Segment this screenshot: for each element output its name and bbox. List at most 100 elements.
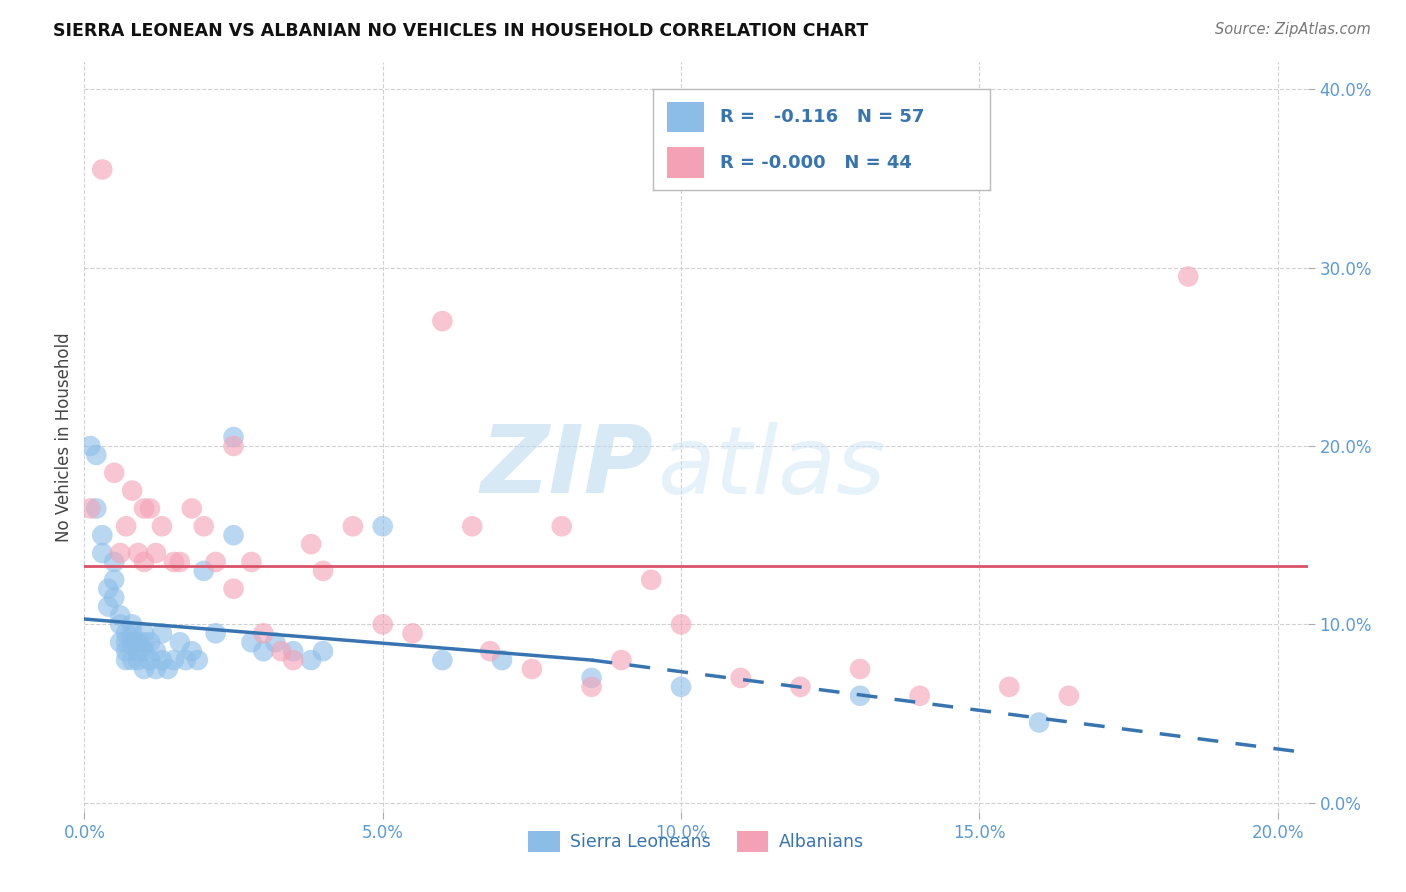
Point [91, 546, 114, 560]
Point [180, 644, 202, 658]
Point [121, 617, 143, 632]
Point [187, 653, 209, 667]
Point [150, 626, 173, 640]
Point [127, 653, 149, 667]
Point [312, 564, 335, 578]
Point [342, 519, 364, 533]
Point [174, 653, 197, 667]
Point [283, 644, 305, 658]
Point [91, 162, 114, 177]
Point [132, 501, 155, 516]
Point [145, 546, 167, 560]
Point [204, 626, 226, 640]
Point [252, 626, 274, 640]
Point [115, 635, 138, 649]
Point [222, 582, 245, 596]
Point [121, 626, 143, 640]
Point [139, 653, 162, 667]
Point [551, 519, 574, 533]
Point [108, 608, 131, 623]
Point [163, 555, 186, 569]
Point [150, 519, 173, 533]
Point [849, 662, 872, 676]
Point [252, 644, 274, 658]
Point [1028, 715, 1050, 730]
Point [132, 555, 155, 569]
Point [79, 439, 101, 453]
Point [193, 519, 215, 533]
Point [103, 466, 125, 480]
Point [222, 528, 245, 542]
Point [312, 644, 335, 658]
Point [97, 582, 120, 596]
Point [127, 635, 149, 649]
Point [581, 671, 603, 685]
Point [669, 680, 692, 694]
Point [103, 591, 125, 605]
Point [240, 635, 263, 649]
Point [145, 644, 167, 658]
Point [108, 546, 131, 560]
Point [520, 662, 543, 676]
Point [169, 555, 191, 569]
Point [145, 662, 167, 676]
Point [371, 519, 394, 533]
Point [115, 626, 138, 640]
Point [180, 501, 202, 516]
Point [401, 626, 423, 640]
Point [84, 448, 107, 462]
Point [1057, 689, 1080, 703]
Point [270, 644, 292, 658]
Point [84, 501, 107, 516]
Point [169, 635, 191, 649]
Point [163, 653, 186, 667]
Point [103, 555, 125, 569]
Point [108, 617, 131, 632]
Point [299, 653, 322, 667]
Text: Source: ZipAtlas.com: Source: ZipAtlas.com [1215, 22, 1371, 37]
Point [640, 573, 662, 587]
Point [127, 546, 149, 560]
Point [204, 555, 226, 569]
Point [849, 689, 872, 703]
Point [461, 519, 484, 533]
Point [908, 689, 931, 703]
Point [491, 653, 513, 667]
Point [79, 501, 101, 516]
Point [127, 644, 149, 658]
Point [1177, 269, 1199, 284]
Point [432, 653, 454, 667]
Point [730, 671, 752, 685]
Point [132, 644, 155, 658]
Point [91, 528, 114, 542]
Point [132, 635, 155, 649]
Point [132, 626, 155, 640]
Point [283, 653, 305, 667]
Point [108, 635, 131, 649]
Legend: Sierra Leoneans, Albanians: Sierra Leoneans, Albanians [522, 824, 870, 859]
Point [998, 680, 1021, 694]
Point [610, 653, 633, 667]
Point [121, 653, 143, 667]
Text: SIERRA LEONEAN VS ALBANIAN NO VEHICLES IN HOUSEHOLD CORRELATION CHART: SIERRA LEONEAN VS ALBANIAN NO VEHICLES I… [53, 22, 869, 40]
Point [139, 501, 162, 516]
Point [115, 653, 138, 667]
Point [479, 644, 502, 658]
Point [240, 555, 263, 569]
Point [432, 314, 454, 328]
Point [264, 635, 287, 649]
Point [669, 617, 692, 632]
Point [222, 439, 245, 453]
Point [222, 430, 245, 444]
Point [121, 483, 143, 498]
Text: atlas: atlas [657, 422, 884, 513]
Text: ZIP: ZIP [481, 421, 654, 513]
Point [581, 680, 603, 694]
Point [193, 564, 215, 578]
Point [132, 662, 155, 676]
Point [139, 635, 162, 649]
Point [97, 599, 120, 614]
Point [150, 653, 173, 667]
Point [156, 662, 179, 676]
Point [299, 537, 322, 551]
